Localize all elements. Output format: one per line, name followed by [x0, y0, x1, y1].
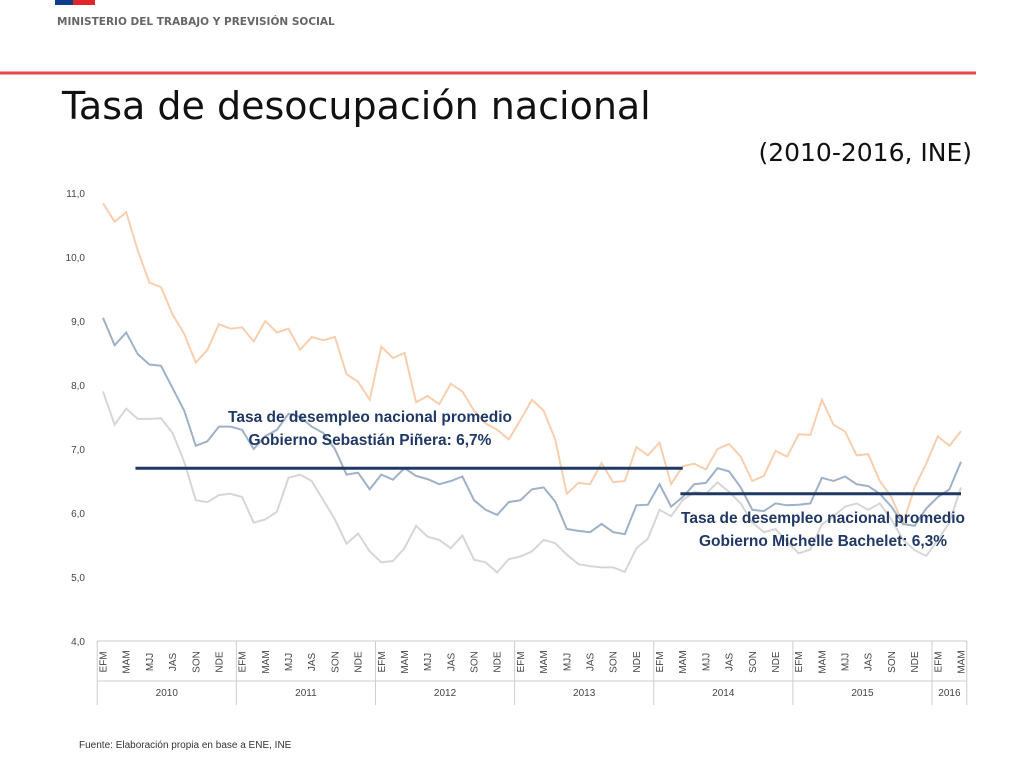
year-label: 2011 — [295, 688, 317, 699]
year-label: 2013 — [573, 688, 596, 699]
year-label: 2015 — [851, 688, 874, 699]
logo-red — [73, 0, 95, 5]
year-label: 2012 — [434, 688, 457, 699]
series-line — [102, 317, 962, 536]
x-tick-label: EFM — [516, 651, 527, 672]
x-tick-label: MAM — [678, 650, 689, 673]
ministry: MINISTERIO DEL TRABAJO Y PREVISIÓN SOCIA… — [57, 15, 335, 28]
x-tick-label: JAS — [864, 653, 875, 672]
x-tick-label: NDE — [632, 651, 643, 672]
source: Fuente: Elaboración propia en base a ENE… — [79, 740, 292, 751]
chart-title: Tasa de desocupación nacional — [61, 84, 651, 128]
series-line — [102, 391, 962, 574]
x-tick-label: MAM — [817, 650, 828, 673]
x-tick-label: JAS — [307, 653, 318, 672]
x-tick-label: NDE — [214, 651, 225, 672]
x-tick-label: SON — [191, 651, 202, 673]
x-tick-label: MAM — [122, 650, 133, 673]
x-tick-label: NDE — [354, 651, 365, 672]
x-tick-label: EFM — [655, 651, 666, 672]
y-tick-label: 6,0 — [71, 509, 85, 520]
x-tick-label: MJJ — [841, 653, 852, 671]
chart-subtitle: (2010-2016, INE) — [758, 138, 972, 167]
reference-label: Gobierno Sebastián Piñera: 6,7% — [249, 432, 492, 449]
x-tick-label: JAS — [168, 653, 179, 672]
reference-label: Tasa de desempleo nacional promedio — [681, 510, 965, 527]
y-tick-label: 11,0 — [66, 189, 85, 200]
x-tick-label: MAM — [957, 650, 968, 673]
x-tick-label: MJJ — [145, 653, 156, 671]
year-label: 2016 — [938, 688, 961, 699]
year-label: 2014 — [712, 688, 735, 699]
x-tick-label: MJJ — [562, 653, 573, 671]
x-tick-label: EFM — [377, 651, 388, 672]
x-tick-label: MAM — [400, 650, 411, 673]
x-tick-label: MJJ — [423, 653, 434, 671]
x-tick-label: JAS — [585, 653, 596, 672]
x-tick-label: SON — [470, 651, 481, 673]
y-tick-label: 10,0 — [66, 253, 86, 264]
x-tick-label: EFM — [794, 651, 805, 672]
x-tick-label: SON — [330, 651, 341, 673]
x-tick-label: MAM — [261, 650, 272, 673]
logo-blue — [55, 0, 73, 5]
y-tick-label: 7,0 — [71, 445, 85, 456]
x-tick-label: NDE — [493, 651, 504, 672]
x-tick-label: MJJ — [284, 653, 295, 671]
reference-label: Tasa de desempleo nacional promedio — [228, 409, 512, 426]
x-tick-label: NDE — [910, 651, 921, 672]
x-tick-label: SON — [609, 651, 620, 673]
y-tick-label: 5,0 — [71, 573, 85, 584]
x-tick-label: EFM — [933, 651, 944, 672]
x-tick-label: EFM — [99, 651, 110, 672]
x-tick-label: JAS — [725, 653, 736, 672]
series-line — [102, 202, 962, 527]
x-tick-label: MJJ — [701, 653, 712, 671]
y-tick-label: 8,0 — [71, 381, 85, 392]
x-tick-label: MAM — [539, 650, 550, 673]
year-label: 2010 — [156, 688, 179, 699]
reference-label: Gobierno Michelle Bachelet: 6,3% — [699, 533, 947, 550]
y-tick-label: 4,0 — [71, 637, 85, 648]
x-tick-label: SON — [748, 651, 759, 673]
y-tick-label: 9,0 — [71, 317, 85, 328]
x-tick-label: JAS — [446, 653, 457, 672]
x-tick-label: NDE — [771, 651, 782, 672]
x-tick-label: EFM — [238, 651, 249, 672]
x-tick-label: SON — [887, 651, 898, 673]
